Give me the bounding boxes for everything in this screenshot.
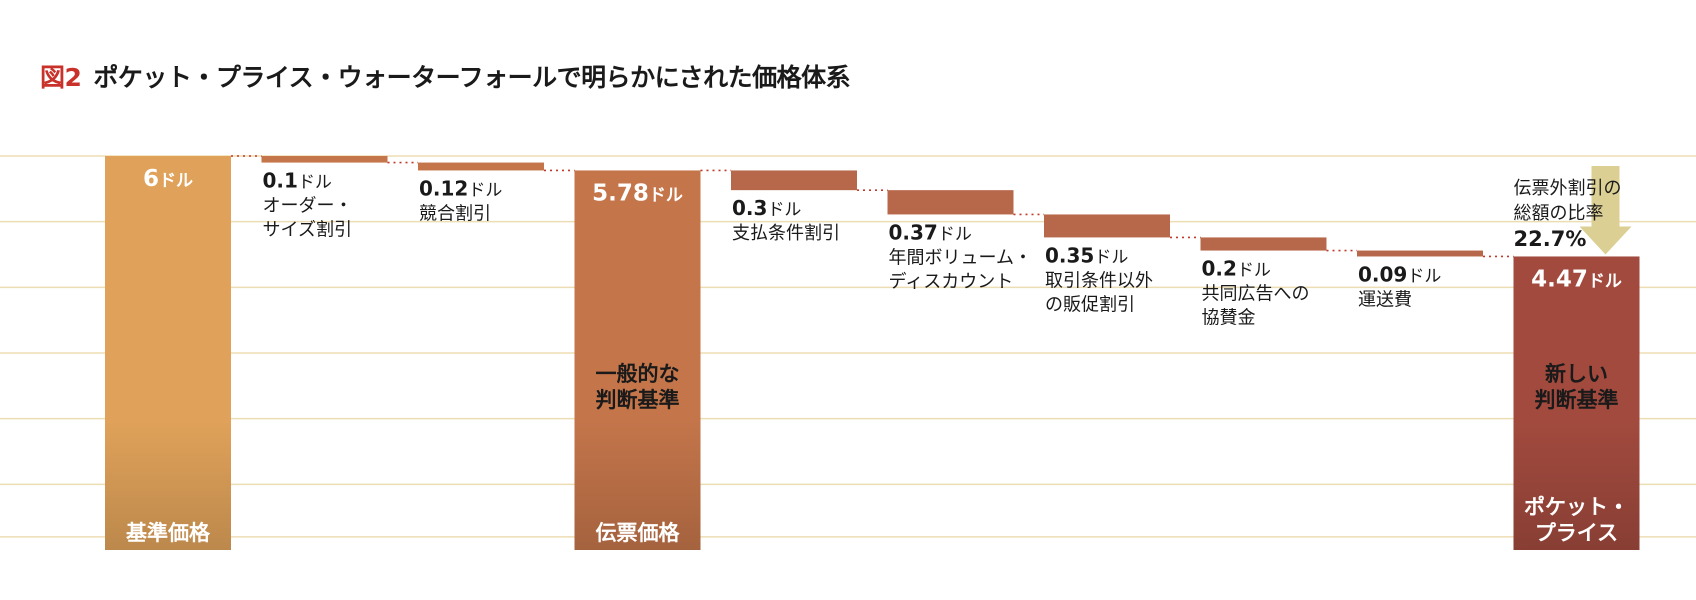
unit-label: ドル xyxy=(1407,266,1441,286)
category-label: 支払条件割引 xyxy=(732,223,840,244)
category-label: 競合割引 xyxy=(419,203,491,224)
category-label: 伝票価格 xyxy=(596,521,681,545)
bar-note-label: 新しい xyxy=(1545,362,1608,386)
annotation-arrow xyxy=(1579,166,1632,255)
bar-note-label: 一般的な xyxy=(596,362,680,386)
bar-note-label: 判断基準 xyxy=(1535,388,1619,412)
category-label: 基準価格 xyxy=(126,521,211,545)
category-label: ポケット・ xyxy=(1524,495,1629,519)
annotation-value: 22.7% xyxy=(1514,227,1587,251)
unit-label: ドル xyxy=(649,185,683,205)
category-label: の販促割引 xyxy=(1045,294,1135,315)
bar-note-label: 判断基準 xyxy=(596,388,680,412)
bar-value-label: 0.37ドル xyxy=(889,220,972,244)
bar-shade xyxy=(574,420,701,550)
bars xyxy=(105,156,1640,551)
annotation-text: 総額の比率 xyxy=(1514,203,1604,224)
unit-label: ドル xyxy=(159,171,193,191)
unit-label: ドル xyxy=(298,173,332,193)
bar-5 xyxy=(887,190,1014,215)
bar-4 xyxy=(731,170,857,191)
bar-8 xyxy=(1357,250,1483,257)
bar-value-label: 6ドル xyxy=(143,166,193,192)
bar-value-label: 0.3ドル xyxy=(732,196,801,220)
annotation-text: 伝票外割引の xyxy=(1514,178,1622,199)
bar-6 xyxy=(1044,214,1170,238)
unit-label: ドル xyxy=(767,200,801,220)
category-label: 取引条件以外 xyxy=(1045,270,1153,291)
category-label: 共同広告への xyxy=(1202,284,1310,305)
bar-value-label: 0.35ドル xyxy=(1045,243,1128,267)
unit-label: ドル xyxy=(1094,247,1128,267)
category-label: プライス xyxy=(1535,521,1618,545)
unit-label: ドル xyxy=(468,180,502,200)
category-label: 運送費 xyxy=(1358,289,1412,310)
bar-2 xyxy=(418,162,544,171)
category-label: オーダー・ xyxy=(263,196,353,217)
chart-title-text: ポケット・プライス・ウォーターフォールで明らかにされた価格体系 xyxy=(93,63,851,92)
category-label: 年間ボリューム・ xyxy=(889,247,1032,268)
bar-value-label: 0.12ドル xyxy=(419,176,502,200)
category-label: 協賛金 xyxy=(1202,308,1256,329)
bar-value-label: 4.47ドル xyxy=(1531,266,1622,292)
bar-shade xyxy=(105,420,231,550)
bar-shade xyxy=(1513,420,1640,550)
grid-lines xyxy=(0,155,1696,538)
bar-value-label: 0.2ドル xyxy=(1202,257,1271,281)
bar-value-label: 0.09ドル xyxy=(1358,262,1441,286)
category-label: ディスカウント xyxy=(889,271,1014,292)
unit-label: ドル xyxy=(1237,261,1271,281)
category-label: サイズ割引 xyxy=(263,220,352,241)
bar-7 xyxy=(1200,237,1327,251)
figure-label: 図2 xyxy=(40,63,82,92)
unit-label: ドル xyxy=(938,224,972,244)
unit-label: ドル xyxy=(1588,271,1622,291)
bar-value-label: 5.78ドル xyxy=(592,180,683,206)
chart-title: 図2 ポケット・プライス・ウォーターフォールで明らかにされた価格体系 xyxy=(40,58,851,94)
connector-lines xyxy=(231,155,1514,258)
bar-value-label: 0.1ドル xyxy=(263,169,332,193)
bar-1 xyxy=(261,156,388,163)
